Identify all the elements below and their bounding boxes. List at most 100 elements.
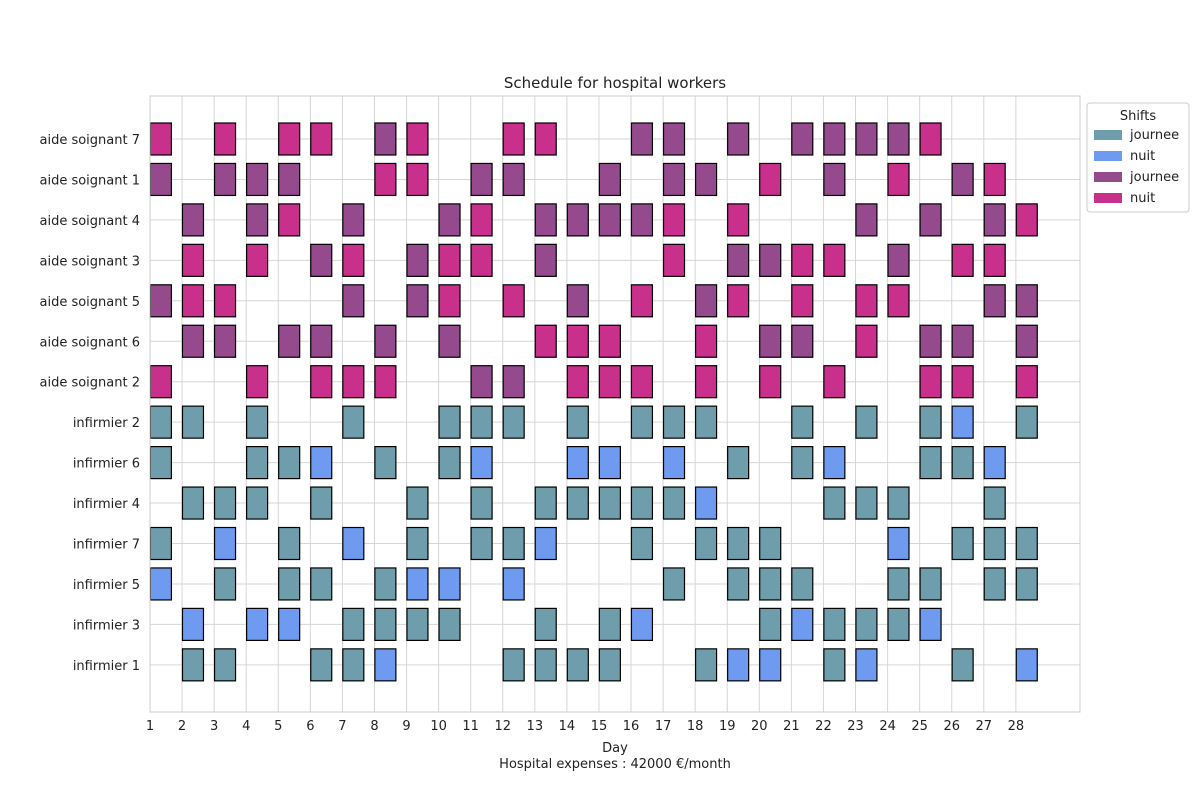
shift-cell — [181, 405, 205, 439]
legend: Shifts journee nuit journee nuit — [1086, 102, 1190, 213]
worker-label: infirmier 1 — [73, 659, 140, 674]
shift-cell — [213, 324, 237, 358]
shift-cell — [694, 526, 718, 561]
shift-cell — [1015, 648, 1038, 682]
shift-cell — [374, 365, 397, 399]
shift-cell — [1015, 567, 1038, 601]
shift-cell — [791, 607, 814, 642]
shift-cell — [342, 284, 365, 318]
shift-cell — [855, 324, 878, 358]
shift-cell — [791, 284, 814, 318]
shift-cell — [502, 162, 525, 197]
shift-cell — [374, 122, 397, 156]
shift-cell — [662, 446, 686, 480]
shift-cell — [438, 405, 461, 439]
shift-cell — [727, 243, 750, 277]
shift-cell — [823, 648, 846, 682]
x-tick-label: 14 — [559, 719, 576, 734]
shift-cell — [246, 162, 269, 197]
shift-cell — [213, 486, 237, 520]
shift-cell — [727, 203, 750, 237]
shift-cell — [983, 243, 1006, 277]
shift-cell — [406, 243, 429, 277]
shift-cell — [534, 648, 557, 682]
shift-cell — [1015, 365, 1038, 399]
shift-cell — [438, 446, 461, 480]
shift-cell — [598, 607, 621, 642]
shift-cell — [149, 365, 173, 399]
legend-swatch — [1094, 193, 1122, 203]
shift-cell — [342, 203, 365, 237]
shift-cell — [181, 324, 205, 358]
shift-cell — [470, 243, 493, 277]
legend-label: nuit — [1130, 149, 1155, 164]
x-tick-label: 23 — [847, 719, 864, 734]
worker-label: aide soignant 7 — [40, 133, 141, 148]
shift-cell — [310, 365, 333, 399]
x-tick-label: 22 — [815, 719, 832, 734]
shift-cell — [823, 446, 846, 480]
shift-cell — [630, 203, 654, 237]
shift-cell — [694, 162, 718, 197]
worker-label: aide soignant 1 — [40, 173, 141, 188]
shift-cell — [951, 405, 974, 439]
shift-cell — [727, 648, 750, 682]
shift-cell — [983, 567, 1006, 601]
shift-cell — [470, 526, 493, 561]
shift-cell — [662, 486, 686, 520]
shift-cell — [278, 203, 301, 237]
shift-cell — [759, 365, 782, 399]
shift-cell — [1015, 405, 1038, 439]
worker-label: infirmier 5 — [73, 578, 140, 593]
shift-cell — [406, 284, 429, 318]
shift-cell — [181, 486, 205, 520]
shift-cell — [855, 203, 878, 237]
shift-cell — [951, 446, 974, 480]
shift-cell — [919, 365, 942, 399]
shift-cell — [502, 284, 525, 318]
shift-cell — [823, 607, 846, 642]
shift-cell — [1015, 526, 1038, 561]
shift-cell — [406, 122, 429, 156]
x-tick-label: 26 — [943, 719, 960, 734]
shift-cell — [855, 607, 878, 642]
shift-cell — [983, 446, 1006, 480]
shift-cell — [759, 324, 782, 358]
x-tick-label: 13 — [527, 719, 544, 734]
x-axis-label: Day — [602, 741, 628, 756]
shift-cell — [149, 526, 173, 561]
shift-cell — [662, 243, 686, 277]
x-tick-label: 25 — [911, 719, 928, 734]
shift-cell — [919, 446, 942, 480]
shift-cell — [438, 567, 461, 601]
shift-cell — [727, 526, 750, 561]
x-tick-label: 1 — [146, 719, 154, 734]
shift-cell — [278, 607, 301, 642]
shift-cell — [598, 203, 621, 237]
shift-cell — [278, 324, 301, 358]
shift-cell — [855, 405, 878, 439]
shift-cell — [951, 526, 974, 561]
shift-cell — [342, 526, 365, 561]
shift-cell — [1015, 203, 1038, 237]
shift-cell — [887, 122, 910, 156]
shift-cell — [1015, 324, 1038, 358]
shift-cell — [887, 162, 910, 197]
shift-cell — [630, 607, 654, 642]
shift-cell — [149, 122, 173, 156]
shift-cell — [374, 567, 397, 601]
shift-cell — [246, 365, 269, 399]
shift-cell — [823, 122, 846, 156]
shift-cell — [694, 365, 718, 399]
shift-cell — [246, 203, 269, 237]
worker-label: aide soignant 5 — [40, 295, 141, 310]
shift-cell — [694, 284, 718, 318]
x-tick-label: 27 — [976, 719, 993, 734]
shift-cell — [342, 365, 365, 399]
x-tick-label: 17 — [655, 719, 672, 734]
shift-cell — [278, 122, 301, 156]
worker-label: aide soignant 6 — [40, 335, 141, 350]
legend-swatch — [1094, 172, 1122, 182]
shift-cell — [534, 122, 557, 156]
shift-cell — [502, 648, 525, 682]
